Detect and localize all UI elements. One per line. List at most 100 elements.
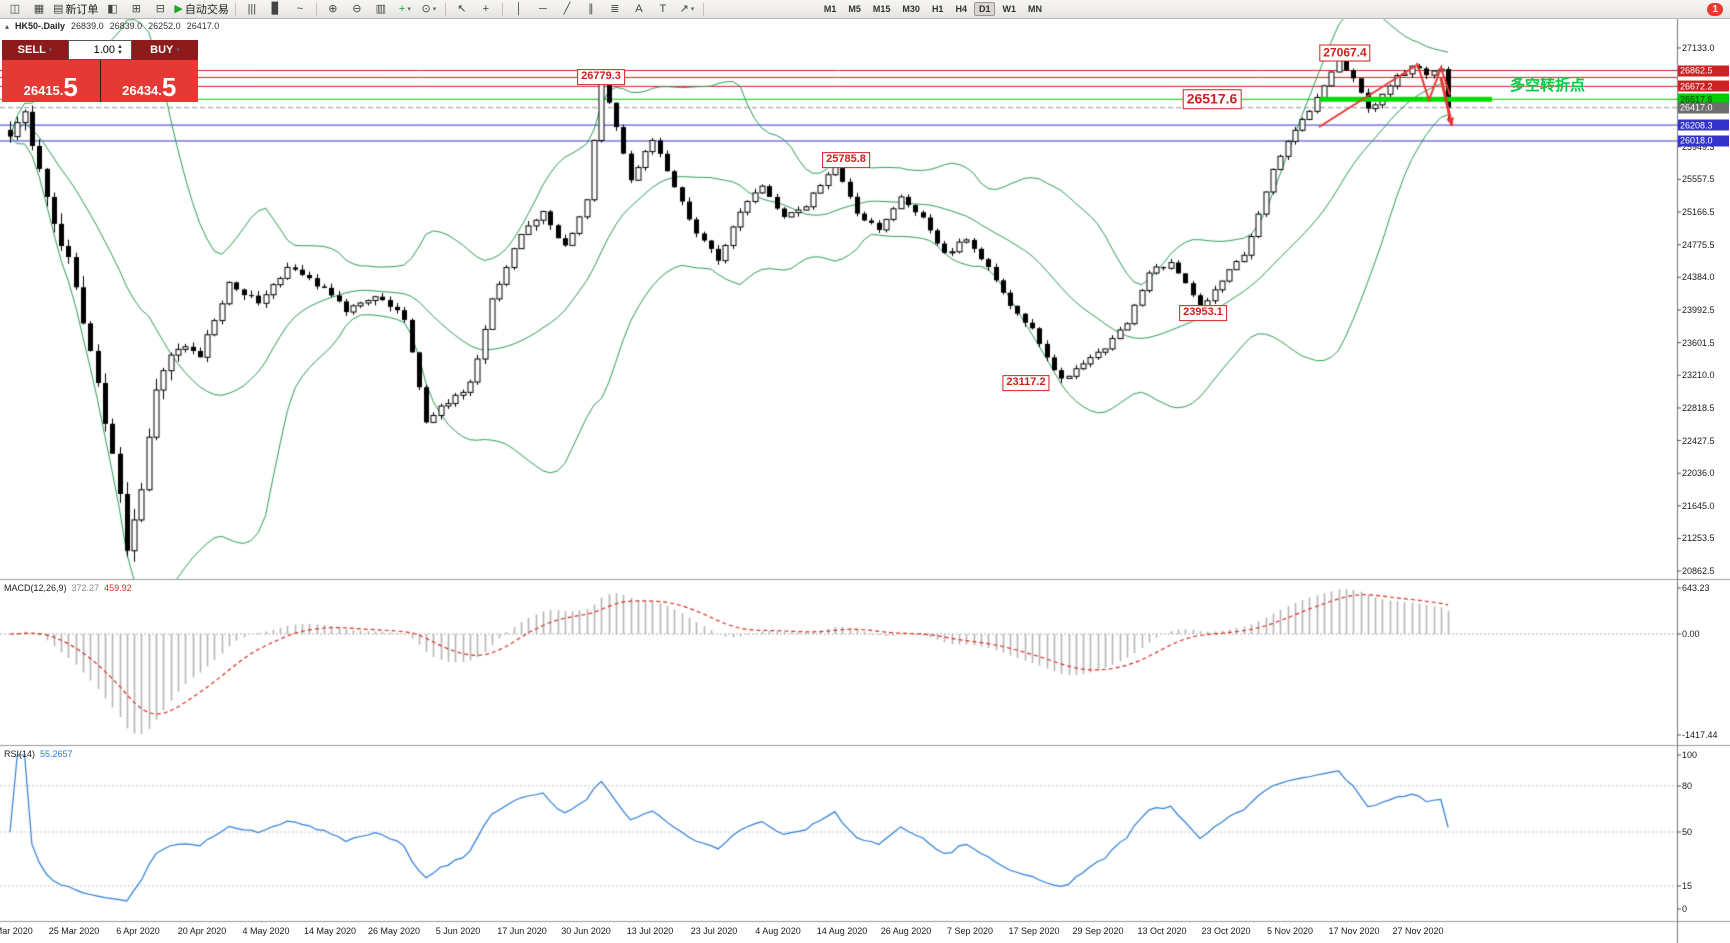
timeframe-w1-button[interactable]: W1: [1002, 4, 1016, 14]
rsi-axis-label: 15: [1682, 881, 1693, 891]
text-button[interactable]: A: [627, 1, 651, 17]
price-axis-label: 25166.5: [1682, 207, 1715, 218]
cursor-icon: ↖: [457, 2, 467, 15]
macd-label: MACD(12,26,9) 372.27 459.92: [4, 583, 132, 593]
market-watch-button[interactable]: ◧: [100, 1, 124, 17]
date-label: 14 Aug 2020: [816, 926, 868, 936]
date-label: 20 Apr 2020: [177, 926, 227, 936]
data-window-button[interactable]: ⊞: [124, 1, 148, 17]
bar-chart-button[interactable]: |||: [240, 1, 264, 17]
fibonacci-button[interactable]: ≣: [603, 1, 627, 17]
fibonacci-icon: ≣: [610, 2, 620, 15]
zoom-out-button[interactable]: ⊖: [345, 1, 369, 17]
price-annotation[interactable]: 23117.2: [1002, 375, 1050, 391]
tile-windows-button[interactable]: ▥: [369, 1, 393, 17]
price-axis-label: 20862.5: [1682, 566, 1715, 577]
bull-bear-turning-point-note[interactable]: 多空转折点: [1510, 77, 1586, 94]
timeframe-mn-button[interactable]: MN: [1027, 4, 1042, 14]
macd-axis-label: -1417.44: [1682, 730, 1718, 740]
rsi-axis-label: 0: [1682, 904, 1688, 914]
date-label: 17 Jun 2020: [497, 926, 547, 936]
sell-tab[interactable]: SELL ▾: [2, 40, 68, 60]
date-label: 4 May 2020: [242, 926, 290, 936]
price-axis-label: 23601.5: [1682, 337, 1715, 348]
line-chart-icon: ~: [296, 2, 304, 15]
candlestick-chart-button[interactable]: ▊: [264, 1, 288, 17]
date-label: 5 Nov 2020: [1266, 926, 1314, 936]
price-axis-label: 24384.0: [1682, 272, 1715, 283]
trade-panel-prices: 26415. 5 26434. 5: [2, 60, 198, 102]
price-axis-label: 22818.5: [1682, 402, 1715, 413]
timeframe-h1-button[interactable]: H1: [931, 4, 944, 14]
text-label-button[interactable]: T: [651, 1, 675, 17]
volume-stepper[interactable]: ▲ ▼: [117, 44, 123, 56]
vertical-line-button[interactable]: │: [507, 1, 531, 17]
price-axis-box: 26018.0: [1678, 135, 1729, 147]
candlestick-chart-icon: ▊: [271, 2, 281, 15]
price-axis-label: 23210.0: [1682, 370, 1715, 381]
price-annotation[interactable]: 25785.8: [822, 152, 870, 169]
arrows-icon: ↗: [679, 2, 689, 15]
timeframe-m15-button[interactable]: M15: [872, 4, 891, 14]
timeframe-m5-button[interactable]: M5: [848, 4, 861, 14]
toolbar-separator: [501, 2, 503, 16]
price-axis-label: 22036.0: [1682, 468, 1715, 479]
stepper-up-icon[interactable]: ▲: [117, 44, 123, 50]
price-annotation[interactable]: 27067.4: [1319, 44, 1371, 62]
auto-trading-button[interactable]: ▶ 自动交易: [172, 1, 230, 17]
date-label: 26 Aug 2020: [880, 926, 932, 936]
new-order-button[interactable]: ▤ 新订单: [51, 1, 100, 17]
horizontal-line-button[interactable]: ─: [531, 1, 555, 17]
arrows-button[interactable]: ↗ ▾: [675, 1, 699, 17]
vertical-line-icon: │: [515, 2, 523, 15]
timeframe-m1-button[interactable]: M1: [823, 4, 837, 14]
date-label: 27 Nov 2020: [1392, 926, 1444, 936]
collapse-triangle-icon[interactable]: ▴: [5, 21, 10, 31]
timeframe-h4-button[interactable]: H4: [955, 4, 967, 14]
price-annotation[interactable]: 26517.6: [1182, 89, 1242, 110]
periods-button[interactable]: ⊙ ▾: [417, 1, 441, 17]
price-annotation[interactable]: 26779.3: [577, 69, 625, 86]
toolbar: ◫ ▦ ▤ 新订单 ◧ ⊞ ⊟ ▶ 自动交易 ||| ▊ ~ ⊕ ⊖ ▥ + ▾ ⊙ ▾ ↖ + │ ─ ╱ ∥ ≣ A T ↗ ▾ M1 M…: [0, 0, 1730, 19]
crosshair-button[interactable]: +: [474, 1, 498, 17]
zoom-in-button[interactable]: ⊕: [321, 1, 345, 17]
trendline-button[interactable]: ╱: [555, 1, 579, 17]
text-icon: A: [635, 2, 643, 15]
macd-axis-label: 643.23: [1682, 583, 1710, 593]
bar-chart-icon: |||: [247, 2, 257, 15]
buy-price-button[interactable]: 26434. 5: [100, 60, 198, 102]
volume-control: ▲ ▼: [68, 40, 132, 60]
timeframe-d1-button[interactable]: D1: [973, 2, 996, 16]
notification-badge[interactable]: 1: [1707, 2, 1723, 16]
price-axis-box: 26517.6: [1678, 93, 1729, 105]
rsi-axis-label: 100: [1682, 750, 1698, 760]
rsi-value: 55.2657: [40, 749, 73, 759]
buy-label: BUY: [150, 44, 174, 56]
price-axis-label: 27133.0: [1682, 42, 1715, 53]
sell-price-button[interactable]: 26415. 5: [2, 60, 100, 102]
price-axis-box: 26862.5: [1678, 65, 1729, 77]
toolbar-separator: [702, 2, 704, 16]
indicators-button[interactable]: + ▾: [393, 1, 417, 17]
navigator-button[interactable]: ⊟: [148, 1, 172, 17]
new-chart-icon: ◫: [9, 2, 21, 15]
price-axis-label: 21645.0: [1682, 500, 1715, 511]
buy-tab[interactable]: BUY ▾: [132, 40, 198, 60]
price-axis-label: 24775.5: [1682, 239, 1715, 250]
caret-down-icon: ▾: [432, 6, 437, 13]
sell-label: SELL: [17, 44, 46, 56]
profiles-button[interactable]: ▦: [27, 1, 51, 17]
price-axis-label: 23992.5: [1682, 304, 1715, 315]
line-chart-button[interactable]: ~: [288, 1, 312, 17]
data-window-icon: ⊞: [131, 2, 142, 15]
toolbar-separator: [234, 2, 236, 16]
ohlc-open: 26839.0: [71, 21, 104, 31]
cursor-button[interactable]: ↖: [450, 1, 474, 17]
equidistant-channel-button[interactable]: ∥: [579, 1, 603, 17]
price-annotation[interactable]: 23953.1: [1179, 305, 1227, 322]
stepper-down-icon[interactable]: ▼: [117, 50, 123, 56]
timeframe-m30-button[interactable]: M30: [902, 4, 920, 14]
volume-input[interactable]: [69, 44, 117, 56]
new-chart-button[interactable]: ◫: [3, 1, 27, 17]
